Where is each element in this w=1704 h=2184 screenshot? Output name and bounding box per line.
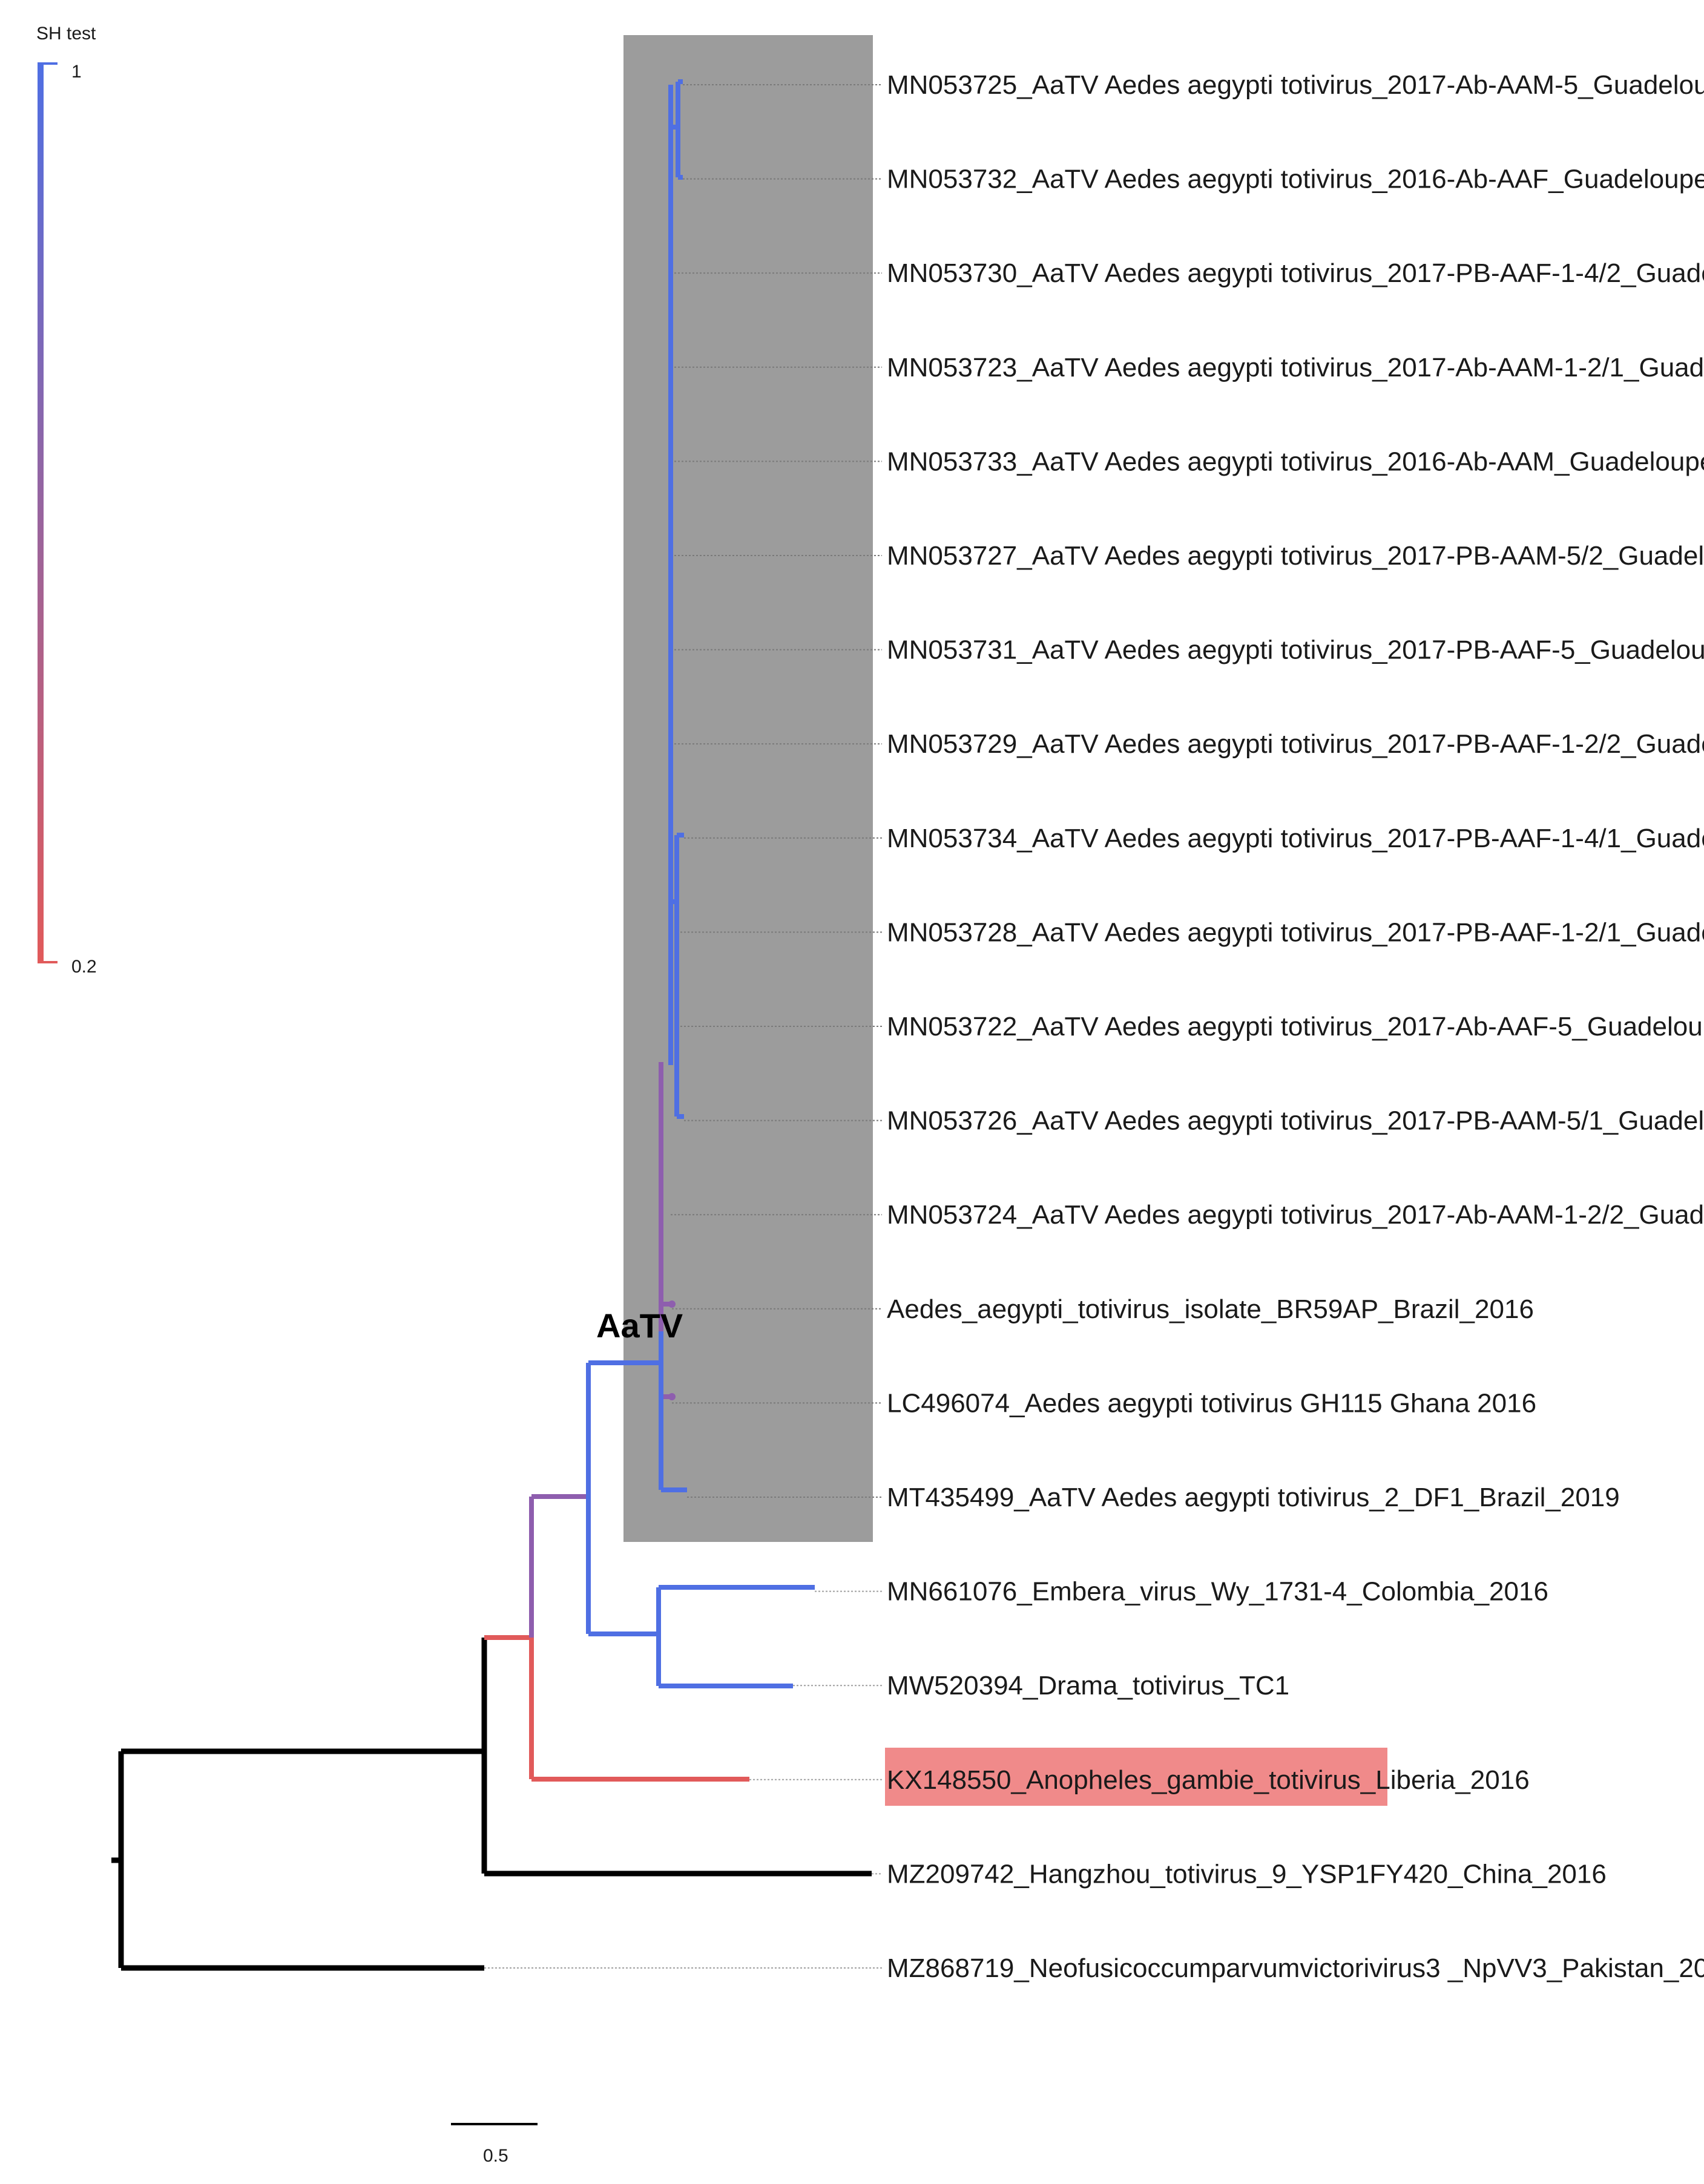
- tip-label: MN053728_AaTV Aedes aegypti totivirus_20…: [887, 917, 1704, 947]
- clade-label-aatv: AaTV: [596, 1307, 683, 1345]
- tip-label: MN053724_AaTV Aedes aegypti totivirus_20…: [887, 1200, 1704, 1230]
- outgroup-branches: [111, 1638, 872, 1971]
- tip-label: MN053729_AaTV Aedes aegypti totivirus_20…: [887, 729, 1704, 759]
- highlighted-tip-background: [885, 1748, 1387, 1806]
- tip-label: Aedes_aegypti_totivirus_isolate_BR59AP_B…: [887, 1294, 1534, 1324]
- tip-leader-lines: [484, 84, 882, 1969]
- tip-label: MN053730_AaTV Aedes aegypti totivirus_20…: [887, 258, 1704, 288]
- node-dot: [668, 1300, 676, 1308]
- low-support-branches: [484, 1635, 749, 1782]
- tip-label: MN053722_AaTV Aedes aegypti totivirus_20…: [887, 1012, 1704, 1041]
- tip-label: MN053733_AaTV Aedes aegypti totivirus_20…: [887, 447, 1704, 476]
- node-dot: [668, 1393, 676, 1400]
- tip-label: MN053725_AaTV Aedes aegypti totivirus_20…: [887, 70, 1704, 100]
- tip-label: MZ868719_Neofusicoccumparvumvictorivirus…: [887, 1953, 1704, 1983]
- legend-max-label: 1: [71, 62, 82, 82]
- tip-label: MZ209742_Hangzhou_totivirus_9_YSP1FY420_…: [887, 1859, 1607, 1889]
- tip-label: MN053734_AaTV Aedes aegypti totivirus_20…: [887, 824, 1704, 853]
- tip-label: MN053732_AaTV Aedes aegypti totivirus_20…: [887, 165, 1704, 194]
- aatv-clade-box: [623, 35, 873, 1542]
- high-support-branches: [586, 79, 815, 1688]
- tip-label: MN053727_AaTV Aedes aegypti totivirus_20…: [887, 541, 1704, 571]
- tip-label: MN053723_AaTV Aedes aegypti totivirus_20…: [887, 353, 1704, 382]
- legend-title: SH test: [36, 24, 96, 44]
- legend-min-label: 0.2: [71, 957, 97, 977]
- tip-label: MN053731_AaTV Aedes aegypti totivirus_20…: [887, 635, 1704, 665]
- tip-label: MN661076_Embera_virus_Wy_1731-4_Colombia…: [887, 1577, 1548, 1607]
- legend-gradient-bar: [38, 64, 44, 962]
- tip-labels: MN053725_AaTV Aedes aegypti totivirus_20…: [887, 70, 1704, 1983]
- tip-label: MN053726_AaTV Aedes aegypti totivirus_20…: [887, 1106, 1704, 1136]
- scale-bar: 0.5: [451, 2123, 538, 2166]
- tip-label: MW520394_Drama_totivirus_TC1: [887, 1671, 1289, 1700]
- scale-bar-label: 0.5: [483, 2146, 508, 2166]
- sh-test-legend: SH test 1 0.2: [36, 24, 97, 977]
- tip-label: MT435499_AaTV Aedes aegypti totivirus_2_…: [887, 1483, 1620, 1512]
- tip-label: LC496074_Aedes aegypti totivirus GH115 G…: [887, 1388, 1536, 1418]
- tip-label-highlighted: KX148550_Anopheles_gambie_totivirus_Libe…: [887, 1765, 1530, 1795]
